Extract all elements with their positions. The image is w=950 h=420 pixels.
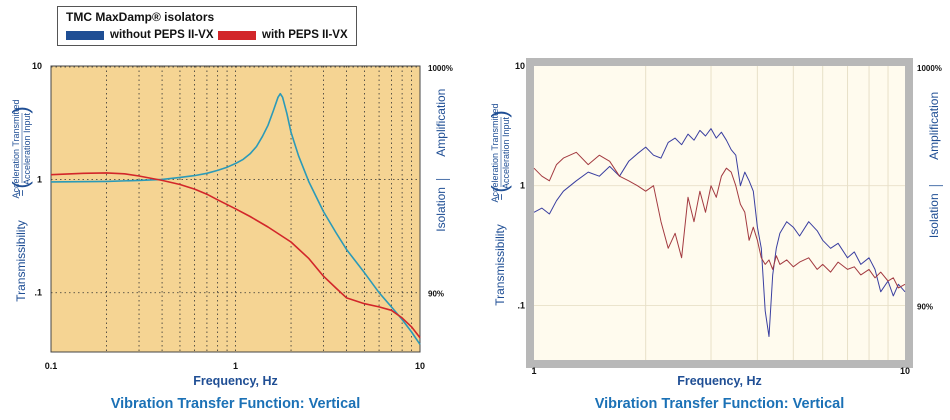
y-tick-label: 10 xyxy=(515,61,525,71)
y-axis-label-paren-close: ) xyxy=(487,110,512,117)
legend-swatch-without xyxy=(66,30,104,40)
y-axis-label-paren-open: ( xyxy=(8,181,33,189)
plot-area xyxy=(534,66,905,360)
x-tick-label: 1 xyxy=(531,366,536,376)
series-line-without xyxy=(533,128,906,337)
y-axis-label-paren-close: ) xyxy=(8,106,33,113)
y-axis-label-denominator: Acceleration Input xyxy=(501,116,511,189)
right-pct-top: 1000% xyxy=(428,64,453,73)
legend-item-with: with PEPS II-VX xyxy=(218,29,348,41)
legend-label-with: with PEPS II-VX xyxy=(262,29,348,41)
series-line-without xyxy=(50,92,421,345)
y-axis-label-numerator: Acceleration Transmitted xyxy=(11,99,21,198)
y-tick-label: .1 xyxy=(34,288,42,298)
y-axis-label-denominator: Acceleration Input xyxy=(22,112,32,185)
right-pct-mid: 90% xyxy=(428,290,444,299)
y-axis-label-main: Transmissibility xyxy=(14,220,28,302)
y-axis-label-equals: = xyxy=(493,193,507,200)
right-label-amplification: Amplification xyxy=(434,89,448,157)
x-tick-label: 10 xyxy=(900,366,910,376)
x-tick-label: 10 xyxy=(415,361,425,371)
y-axis-label: Transmissibility =Acceleration Transmitte… xyxy=(8,99,33,301)
x-axis-label: Frequency, Hz xyxy=(677,374,762,388)
y-axis-label: Transmissibility =Acceleration Transmitte… xyxy=(487,103,512,305)
y-axis-label-numerator: Acceleration Transmitted xyxy=(490,103,500,202)
right-label-isolation: Isolation xyxy=(927,193,941,238)
legend-label-without: without PEPS II-VX xyxy=(110,29,214,41)
right-pct-mid: 90% xyxy=(917,302,933,311)
legend-swatch-with xyxy=(218,30,256,40)
legend: TMC MaxDamp® isolators without PEPS II-V… xyxy=(57,6,357,46)
x-tick-label: 0.1 xyxy=(45,361,58,371)
right-label-amplification: Amplification xyxy=(927,92,941,160)
chart-title: Vibration Transfer Function: Vertical xyxy=(595,396,845,412)
chart-title: Vibration Transfer Function: Vertical xyxy=(111,396,361,412)
y-axis-label-paren-open: ( xyxy=(487,185,512,193)
y-tick-label: 1 xyxy=(37,174,42,184)
legend-item-without: without PEPS II-VX xyxy=(66,29,214,41)
legend-title: TMC MaxDamp® isolators xyxy=(66,10,215,24)
y-tick-label: 1 xyxy=(520,181,525,191)
x-tick-label: 1 xyxy=(233,361,238,371)
chart-panel-1: 0.1 1 10 10 1 .1 1000% 90% Amplification Isolatio… xyxy=(8,61,453,412)
y-axis-label-main: Transmissibility xyxy=(493,224,507,306)
series-line-with xyxy=(50,172,421,339)
y-tick-label: 10 xyxy=(32,61,42,71)
y-axis-label-equals: = xyxy=(14,189,28,196)
series-line-with xyxy=(533,151,906,289)
x-axis-label: Frequency, Hz xyxy=(193,374,278,388)
right-label-isolation: Isolation xyxy=(434,187,448,232)
y-tick-label: .1 xyxy=(517,300,525,310)
chart-panel-2: 1 10 10 1 .1 1000% 90% Amplification Isolation Tr… xyxy=(487,58,943,412)
right-pct-top: 1000% xyxy=(917,64,942,73)
